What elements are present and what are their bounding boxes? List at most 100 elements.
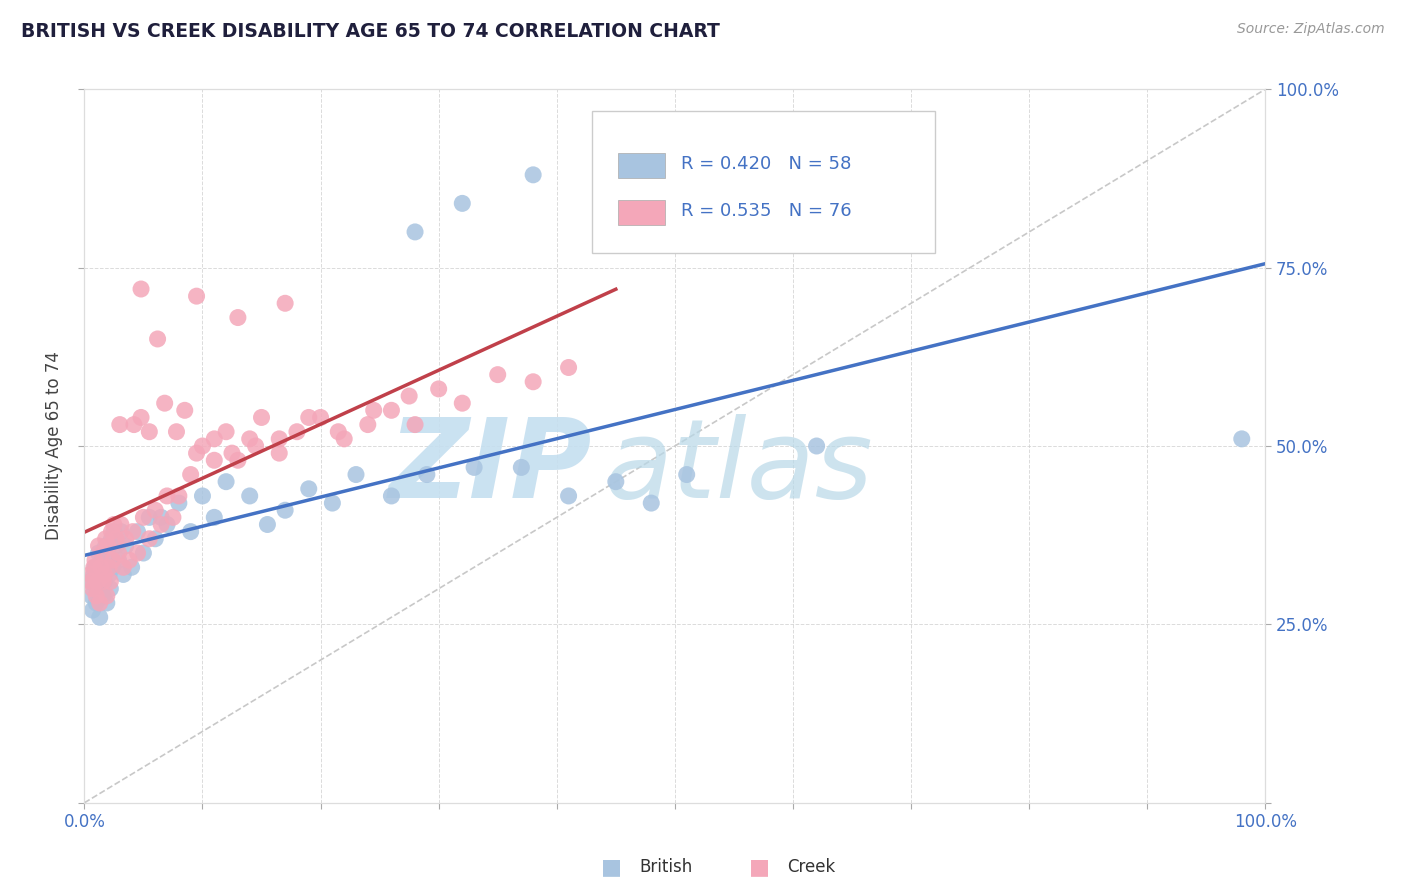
Point <box>593 211 616 225</box>
Point <box>129 282 152 296</box>
Point <box>143 532 166 546</box>
Point <box>110 524 132 539</box>
Point <box>103 524 125 539</box>
Point <box>298 482 321 496</box>
Point <box>363 403 385 417</box>
Point <box>328 425 350 439</box>
Point <box>101 553 124 567</box>
Point <box>380 403 402 417</box>
Point <box>90 560 112 574</box>
FancyBboxPatch shape <box>619 153 665 178</box>
Point <box>221 446 243 460</box>
Point <box>83 567 105 582</box>
Point <box>1230 432 1253 446</box>
Point <box>150 517 173 532</box>
Point <box>89 610 111 624</box>
Point <box>180 467 202 482</box>
Point <box>427 382 450 396</box>
Point <box>167 496 190 510</box>
Point <box>98 582 121 596</box>
Point <box>557 360 579 375</box>
Point <box>285 425 308 439</box>
Point <box>463 460 485 475</box>
Point <box>132 546 155 560</box>
Text: ZIP: ZIP <box>388 414 592 521</box>
Point <box>605 475 627 489</box>
Point <box>167 489 190 503</box>
FancyBboxPatch shape <box>592 111 935 253</box>
Point <box>398 389 420 403</box>
Point <box>451 396 474 410</box>
Point <box>79 567 101 582</box>
Point <box>806 439 828 453</box>
Point <box>98 567 121 582</box>
Point <box>239 432 262 446</box>
Point <box>357 417 380 432</box>
Text: atlas: atlas <box>605 414 873 521</box>
Point <box>245 439 267 453</box>
Point <box>87 546 110 560</box>
Point <box>162 510 184 524</box>
Point <box>138 425 160 439</box>
Point <box>153 396 176 410</box>
Text: ■: ■ <box>749 857 769 877</box>
Point <box>173 403 195 417</box>
Point <box>96 589 118 603</box>
Point <box>84 589 107 603</box>
Point <box>89 596 111 610</box>
Point <box>96 596 118 610</box>
Point <box>80 589 103 603</box>
Point <box>202 432 225 446</box>
Point <box>107 553 129 567</box>
Point <box>86 582 108 596</box>
Point <box>97 546 120 560</box>
Point <box>94 532 117 546</box>
Point <box>121 524 143 539</box>
FancyBboxPatch shape <box>619 200 665 225</box>
Point <box>256 517 278 532</box>
Point <box>122 417 145 432</box>
Point <box>83 560 105 574</box>
Point <box>675 467 697 482</box>
Point <box>129 410 152 425</box>
Point <box>274 503 297 517</box>
Point <box>82 582 104 596</box>
Point <box>180 524 202 539</box>
Point <box>101 560 124 574</box>
Point <box>98 560 121 574</box>
Point <box>86 574 108 589</box>
Text: R = 0.420   N = 58: R = 0.420 N = 58 <box>681 155 851 173</box>
Point <box>557 489 579 503</box>
Point <box>112 560 135 574</box>
Point <box>380 489 402 503</box>
Point <box>84 560 107 574</box>
Point <box>110 517 132 532</box>
Point <box>226 310 249 325</box>
Point <box>186 289 208 303</box>
Point <box>522 168 544 182</box>
Point <box>274 296 297 310</box>
Point <box>100 524 122 539</box>
Point <box>226 453 249 467</box>
Point <box>404 225 426 239</box>
Point <box>79 574 101 589</box>
Point <box>93 567 115 582</box>
Point <box>105 539 128 553</box>
Point <box>416 467 439 482</box>
Point <box>138 510 160 524</box>
Point <box>202 510 225 524</box>
Point <box>166 425 188 439</box>
Point <box>451 196 474 211</box>
Text: Source: ZipAtlas.com: Source: ZipAtlas.com <box>1237 22 1385 37</box>
Text: R = 0.535   N = 76: R = 0.535 N = 76 <box>681 202 852 219</box>
Point <box>80 574 103 589</box>
Point <box>94 539 117 553</box>
Point <box>404 417 426 432</box>
Point <box>269 446 291 460</box>
Point <box>250 410 273 425</box>
Point <box>146 332 169 346</box>
Point <box>321 496 343 510</box>
Point <box>640 496 662 510</box>
Point <box>87 539 110 553</box>
Y-axis label: Disability Age 65 to 74: Disability Age 65 to 74 <box>45 351 63 541</box>
